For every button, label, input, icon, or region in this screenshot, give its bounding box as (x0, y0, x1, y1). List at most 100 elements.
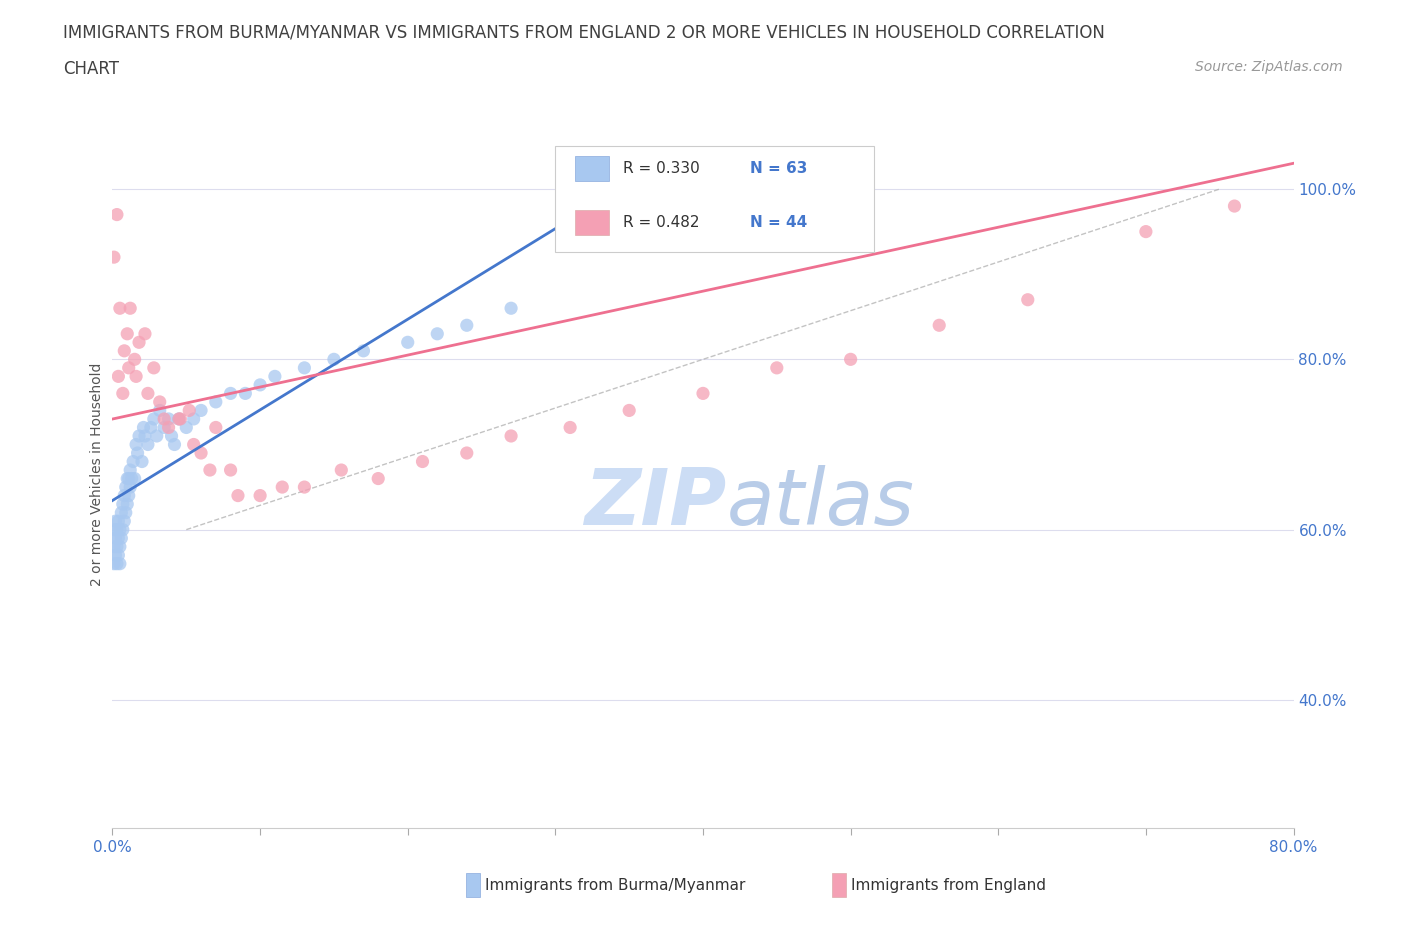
Text: atlas: atlas (727, 465, 914, 540)
Point (127, 445, 149, 460)
Y-axis label: 2 or more Vehicles in Household: 2 or more Vehicles in Household (90, 363, 104, 586)
Point (153, 420, 176, 435)
Point (292, 480, 315, 495)
Point (146, 429, 169, 444)
Text: Immigrants from Burma/Myanmar: Immigrants from Burma/Myanmar (485, 878, 745, 893)
Point (160, 429, 183, 444)
Text: N = 44: N = 44 (751, 215, 807, 231)
Point (117, 326, 138, 341)
Point (149, 403, 172, 418)
Point (692, 386, 714, 401)
Point (111, 497, 134, 512)
Text: CHART: CHART (63, 60, 120, 78)
Point (111, 523, 134, 538)
Point (107, 369, 129, 384)
Point (108, 539, 131, 554)
Point (396, 335, 419, 350)
Point (107, 531, 129, 546)
Point (1223, 199, 1246, 214)
Point (766, 361, 789, 376)
Point (169, 411, 191, 426)
Point (103, 250, 125, 265)
Point (501, 300, 523, 315)
Text: N = 63: N = 63 (751, 161, 807, 176)
Point (117, 497, 138, 512)
Point (132, 420, 155, 435)
Point (619, 403, 641, 418)
Point (104, 548, 127, 563)
Point (108, 556, 131, 571)
Point (142, 361, 165, 376)
Point (367, 472, 389, 486)
FancyBboxPatch shape (575, 210, 609, 235)
Point (136, 386, 159, 401)
Point (198, 462, 221, 477)
Point (167, 411, 190, 426)
Point (426, 326, 449, 341)
Point (136, 437, 159, 452)
Point (292, 361, 315, 376)
Point (233, 386, 256, 401)
Point (219, 462, 242, 477)
Point (219, 386, 242, 401)
Point (153, 411, 176, 426)
Point (928, 318, 950, 333)
Point (118, 361, 141, 376)
Text: Source: ZipAtlas.com: Source: ZipAtlas.com (1195, 60, 1343, 74)
Point (157, 420, 180, 435)
Point (125, 437, 148, 452)
Point (108, 300, 131, 315)
Text: R = 0.482: R = 0.482 (623, 215, 699, 231)
Point (179, 403, 201, 418)
Point (142, 411, 165, 426)
Point (120, 480, 142, 495)
Point (323, 352, 346, 366)
Point (118, 472, 141, 486)
Point (112, 513, 135, 528)
Point (149, 394, 172, 409)
Point (122, 454, 145, 469)
Point (157, 411, 180, 426)
Point (103, 539, 125, 554)
Point (167, 411, 190, 426)
Point (128, 335, 150, 350)
Point (456, 318, 478, 333)
Point (190, 445, 212, 460)
Point (139, 420, 162, 435)
Point (128, 429, 150, 444)
Point (1017, 292, 1039, 307)
Point (105, 556, 128, 571)
Point (114, 505, 136, 520)
Point (111, 386, 134, 401)
Point (120, 462, 142, 477)
Point (104, 513, 127, 528)
FancyBboxPatch shape (555, 146, 875, 252)
Point (112, 343, 135, 358)
Point (131, 454, 153, 469)
Point (121, 472, 143, 486)
Point (163, 437, 186, 452)
Point (104, 531, 127, 546)
Point (124, 472, 146, 486)
Point (118, 488, 141, 503)
Point (134, 326, 156, 341)
Point (330, 462, 353, 477)
Point (456, 445, 478, 460)
Point (134, 429, 156, 444)
Point (105, 207, 128, 222)
Point (352, 343, 374, 358)
Point (249, 488, 271, 503)
Point (105, 539, 128, 554)
Point (1135, 224, 1157, 239)
Point (103, 556, 125, 571)
Point (120, 300, 142, 315)
Point (105, 523, 128, 538)
Text: Immigrants from England: Immigrants from England (851, 878, 1046, 893)
Point (190, 403, 212, 418)
Point (108, 523, 131, 538)
Point (107, 548, 129, 563)
Point (501, 429, 523, 444)
Point (107, 513, 129, 528)
FancyBboxPatch shape (575, 155, 609, 181)
Point (249, 378, 271, 392)
